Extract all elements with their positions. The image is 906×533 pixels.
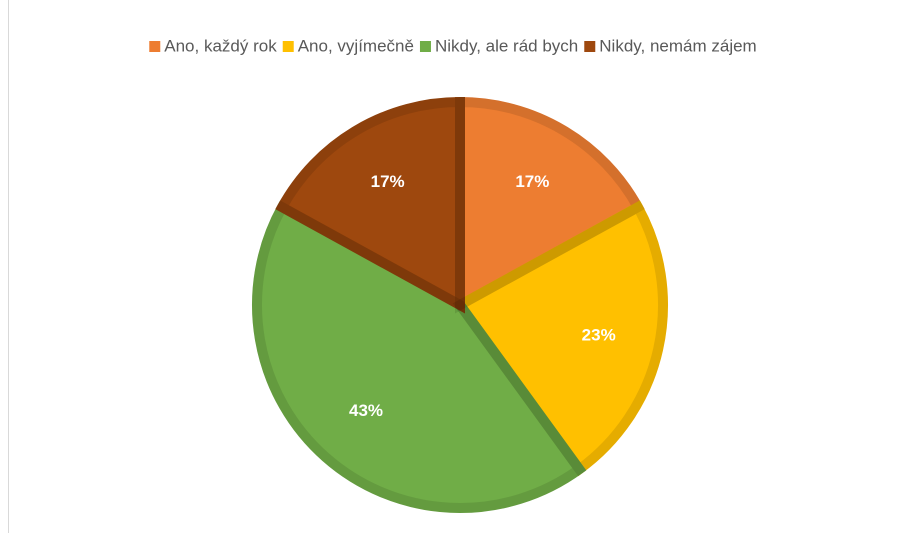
slice-border — [252, 200, 587, 513]
legend-swatch — [584, 41, 596, 52]
data-label: 23% — [582, 325, 616, 344]
legend-label: Nikdy, nemám zájem — [599, 36, 756, 55]
legend-label: Nikdy, ale rád bych — [435, 36, 578, 55]
data-label: 43% — [349, 401, 383, 420]
data-label: 17% — [515, 172, 549, 191]
legend-swatch — [149, 41, 161, 52]
pie-slice — [275, 96, 465, 314]
pie-slice — [455, 96, 645, 314]
legend-label: Ano, každý rok — [164, 36, 277, 55]
legend-label: Ano, vyjímečně — [298, 36, 414, 55]
slice-border — [452, 200, 668, 477]
slice-border — [455, 96, 645, 314]
pie-slice — [252, 200, 587, 513]
pie-slice — [452, 200, 668, 477]
slice-border — [275, 96, 465, 314]
legend-swatch — [419, 41, 431, 52]
data-label: 17% — [371, 172, 405, 191]
legend-swatch — [282, 41, 294, 52]
